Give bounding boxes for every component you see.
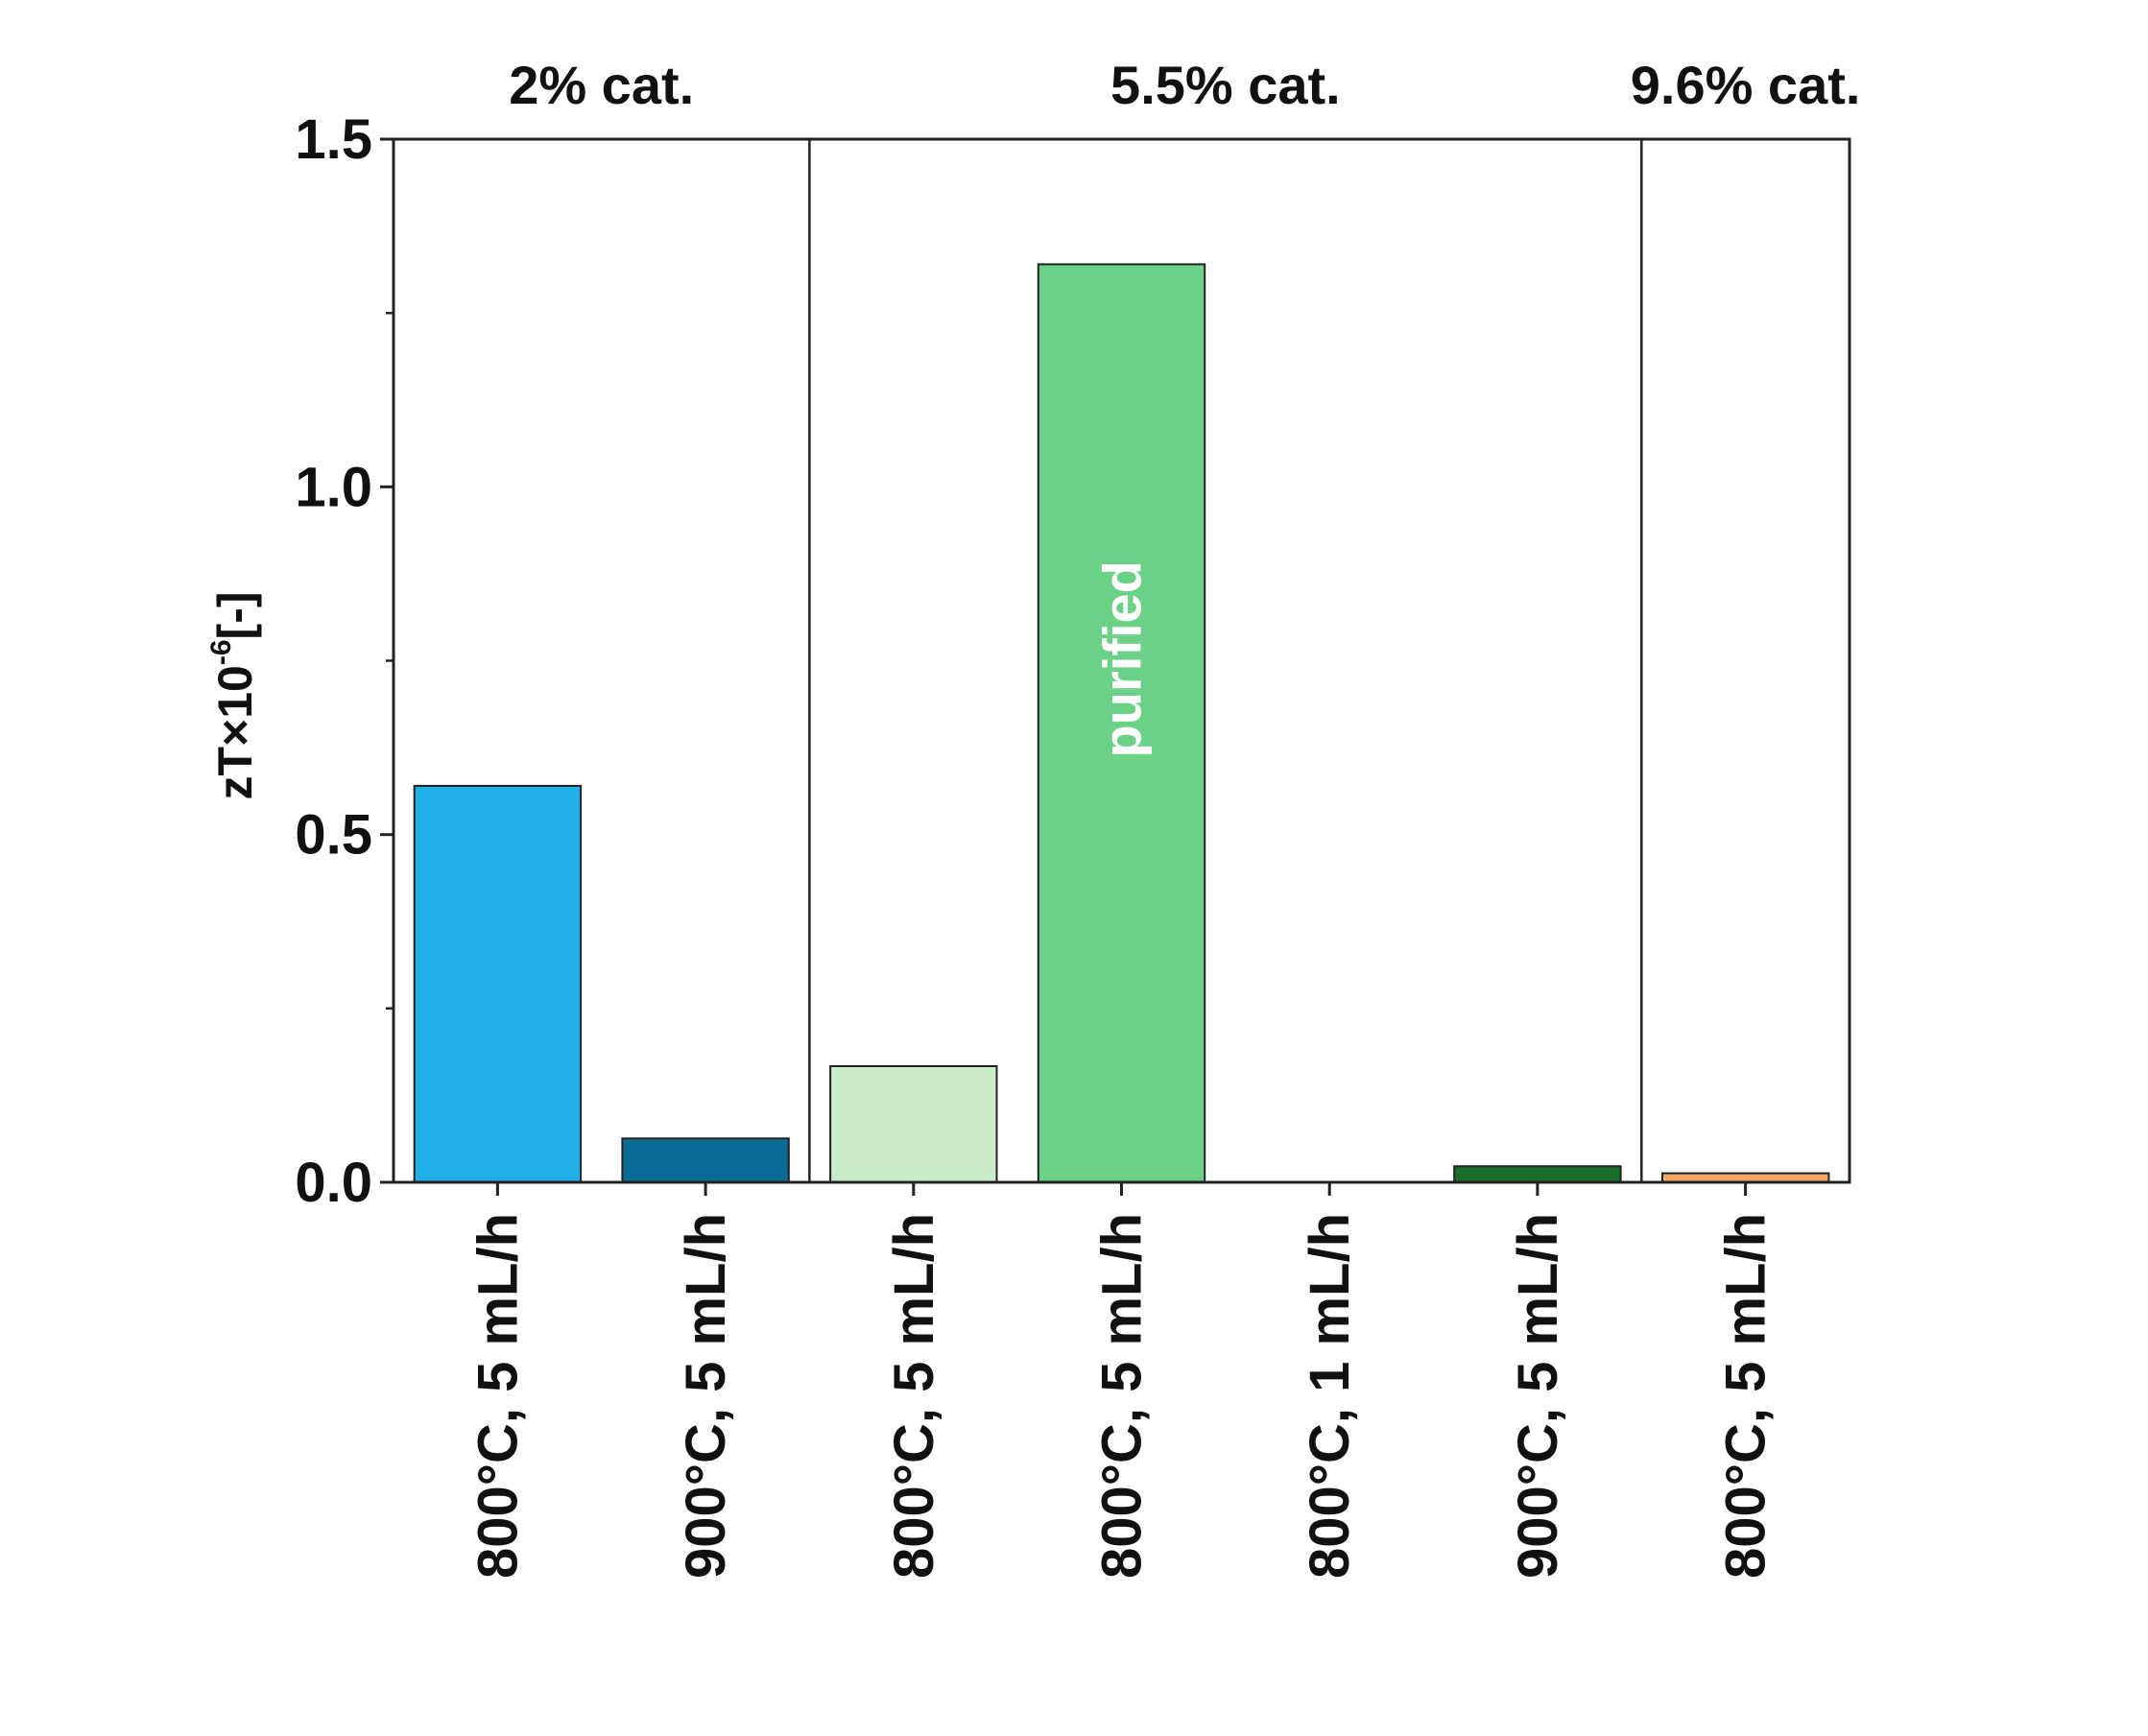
x-category-label-7: 800°C, 5 mL/h: [1715, 1213, 1778, 1579]
x-category-label-6: 900°C, 5 mL/h: [1507, 1213, 1569, 1579]
x-category-label-4: 800°C, 5 mL/h: [1091, 1213, 1154, 1579]
x-axis: 800°C, 5 mL/h 900°C, 5 mL/h 800°C, 5 mL/h 8…: [466, 1182, 1778, 1579]
bar-6: [1453, 1165, 1622, 1184]
y-tick-label-3: 1.5: [295, 108, 372, 171]
y-axis: 0.0 0.5 1.0 1.5: [295, 108, 394, 1214]
bar-1: [413, 784, 583, 1184]
group-label-3: 9.6% cat.: [1631, 55, 1861, 115]
x-category-label-1: 800°C, 5 mL/h: [466, 1213, 529, 1579]
y-tick-label-0: 0.0: [295, 1152, 372, 1214]
bar-3: [829, 1065, 998, 1183]
y-tick-label-2: 1.0: [295, 456, 372, 518]
bars: purified: [413, 263, 1830, 1184]
y-axis-label-base: zT×10: [208, 665, 262, 799]
x-category-label-5: 800°C, 1 mL/h: [1299, 1213, 1361, 1579]
y-axis-label-unit: [-]: [208, 592, 262, 640]
bar-annotation-4: purified: [1092, 560, 1153, 757]
x-category-label-2: 900°C, 5 mL/h: [675, 1213, 737, 1579]
y-tick-label-1: 0.5: [295, 804, 372, 867]
y-axis-label: zT×10-6[-]: [205, 592, 262, 800]
x-category-label-3: 800°C, 5 mL/h: [883, 1213, 945, 1579]
bar-2: [621, 1137, 790, 1184]
group-label-2: 5.5% cat.: [1110, 55, 1341, 115]
group-labels: 2% cat. 5.5% cat. 9.6% cat.: [509, 55, 1860, 115]
bar-4: [1037, 263, 1206, 1183]
y-axis-label-exponent: -6: [205, 639, 237, 665]
group-label-1: 2% cat.: [509, 55, 694, 115]
